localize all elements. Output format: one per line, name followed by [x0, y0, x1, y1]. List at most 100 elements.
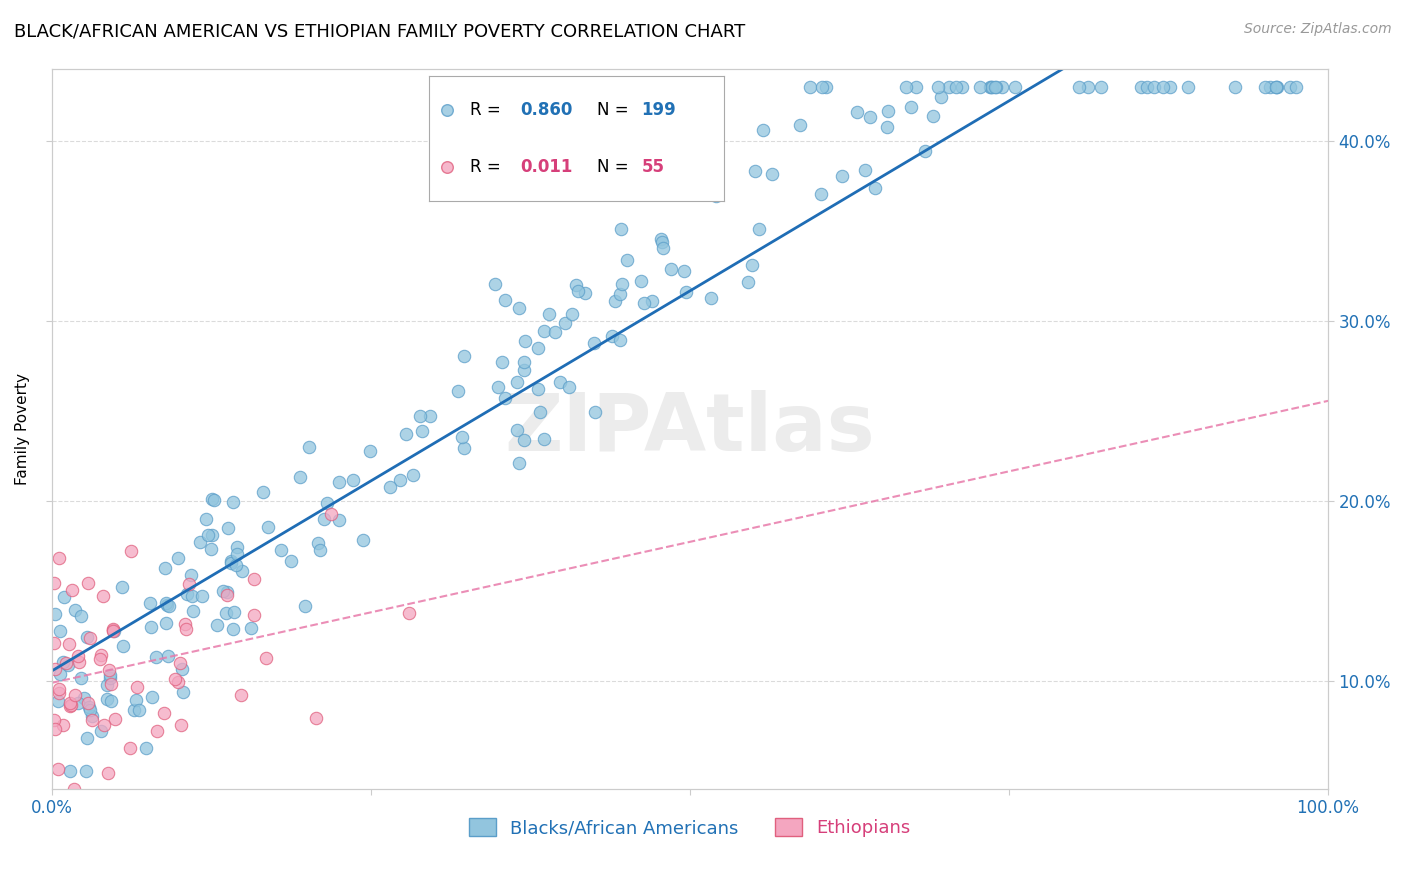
- Point: [59, 697, 82, 711]
- Point: [557, 380, 579, 394]
- Point: [402, 468, 425, 483]
- Point: [139, 596, 162, 610]
- Point: [513, 433, 536, 447]
- Point: [630, 274, 652, 288]
- Point: [512, 355, 534, 369]
- Point: [98, 667, 121, 681]
- Point: [180, 589, 202, 603]
- Point: [60, 583, 83, 598]
- Point: [484, 277, 506, 291]
- Point: [436, 160, 458, 174]
- Point: [52, 655, 75, 669]
- Point: [380, 480, 402, 494]
- Point: [170, 718, 193, 732]
- Point: [44, 722, 66, 736]
- Point: [529, 405, 551, 419]
- Point: [752, 123, 775, 137]
- Point: [214, 606, 236, 620]
- Point: [294, 599, 316, 614]
- Point: [1254, 79, 1277, 94]
- Point: [243, 607, 266, 622]
- Point: [600, 328, 623, 343]
- Point: [846, 105, 869, 120]
- Point: [810, 186, 832, 201]
- Point: [1278, 79, 1301, 94]
- Point: [42, 713, 65, 727]
- Point: [181, 604, 204, 618]
- Point: [633, 295, 655, 310]
- Point: [59, 698, 82, 713]
- Point: [70, 671, 93, 685]
- Point: [44, 662, 66, 676]
- Point: [359, 443, 381, 458]
- Point: [93, 718, 115, 732]
- Point: [761, 167, 783, 181]
- Point: [91, 589, 114, 603]
- Point: [1067, 79, 1090, 94]
- Point: [582, 335, 605, 350]
- Point: [436, 103, 458, 117]
- Point: [969, 79, 991, 94]
- Point: [980, 79, 1002, 94]
- Point: [221, 554, 243, 568]
- Point: [494, 391, 516, 405]
- Point: [101, 623, 124, 637]
- Point: [219, 556, 242, 570]
- Point: [156, 649, 179, 664]
- Point: [179, 577, 201, 591]
- Point: [42, 635, 65, 649]
- Point: [58, 637, 80, 651]
- Point: [89, 652, 111, 666]
- Point: [76, 696, 98, 710]
- Point: [651, 235, 673, 249]
- Point: [491, 354, 513, 368]
- Point: [831, 169, 853, 184]
- Point: [554, 316, 576, 330]
- Point: [307, 535, 329, 549]
- Point: [100, 694, 122, 708]
- Point: [79, 703, 101, 717]
- Point: [789, 118, 811, 132]
- Point: [221, 622, 243, 636]
- Point: [135, 740, 157, 755]
- Point: [254, 651, 277, 665]
- Point: [1265, 79, 1288, 94]
- Point: [616, 252, 638, 267]
- Point: [650, 232, 672, 246]
- Point: [200, 542, 222, 557]
- Point: [352, 533, 374, 547]
- Point: [212, 583, 235, 598]
- Point: [195, 512, 218, 526]
- Point: [97, 766, 120, 780]
- Point: [984, 79, 1007, 94]
- Point: [231, 564, 253, 578]
- Point: [876, 120, 898, 135]
- Point: [922, 110, 945, 124]
- Point: [1136, 79, 1159, 94]
- Point: [652, 241, 675, 255]
- Point: [447, 384, 470, 398]
- Point: [1260, 79, 1282, 94]
- Point: [533, 324, 555, 338]
- Point: [513, 334, 536, 349]
- Point: [42, 576, 65, 591]
- Point: [96, 678, 118, 692]
- Point: [46, 694, 69, 708]
- Point: [217, 585, 239, 599]
- Point: [217, 521, 239, 535]
- Point: [603, 294, 626, 309]
- Point: [950, 79, 973, 94]
- Point: [90, 724, 112, 739]
- Point: [1159, 79, 1181, 94]
- Point: [1264, 79, 1286, 94]
- Point: [543, 325, 565, 339]
- Point: [409, 409, 432, 423]
- Point: [167, 551, 190, 566]
- Point: [1223, 79, 1246, 94]
- Point: [328, 475, 350, 489]
- Point: [280, 554, 302, 568]
- Point: [583, 405, 606, 419]
- Point: [610, 277, 633, 291]
- Point: [70, 608, 93, 623]
- Point: [48, 682, 70, 697]
